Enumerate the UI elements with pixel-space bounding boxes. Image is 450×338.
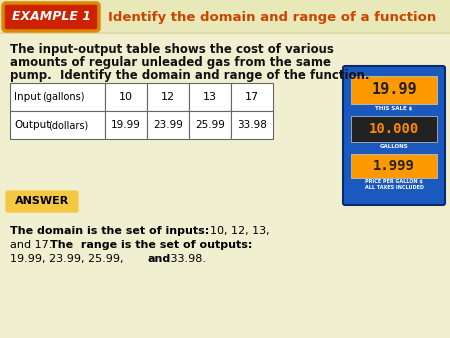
Text: ANSWER: ANSWER [15,196,69,207]
Text: amounts of regular unleaded gas from the same: amounts of regular unleaded gas from the… [10,56,331,69]
Bar [147,83,189,111]
Text: 19.99: 19.99 [111,120,141,130]
Text: THIS SALE $: THIS SALE $ [375,106,413,111]
Text: Output: Output [14,120,50,130]
Text: 33.98: 33.98 [237,120,267,130]
Text: 10, 12, 13,: 10, 12, 13, [210,226,270,236]
Bar [10,83,105,111]
Bar [231,83,273,111]
Text: 25.99: 25.99 [195,120,225,130]
FancyBboxPatch shape [3,3,99,31]
Bar [351,76,437,104]
Text: PRICE PER GALLON $: PRICE PER GALLON $ [365,179,423,184]
Text: 10: 10 [119,92,133,102]
Text: (gallons): (gallons) [42,92,85,102]
Text: 17: 17 [245,92,259,102]
Text: and 17.: and 17. [10,240,52,250]
FancyBboxPatch shape [6,191,78,212]
Text: (dollars): (dollars) [48,120,88,130]
Text: 10.000: 10.000 [369,122,419,136]
Bar [10,111,105,139]
Text: 19.99, 23.99, 25.99,: 19.99, 23.99, 25.99, [10,254,130,264]
Text: 1.999: 1.999 [373,159,415,173]
Text: 33.98.: 33.98. [167,254,206,264]
Bar [231,111,273,139]
Text: The domain is the set of inputs:: The domain is the set of inputs: [10,226,213,236]
Bar [189,111,231,139]
Text: and: and [148,254,171,264]
Bar [147,111,189,139]
Bar [351,116,437,142]
FancyBboxPatch shape [343,66,445,205]
Bar [0,0,450,33]
Text: 12: 12 [161,92,175,102]
Bar [351,154,437,178]
Bar [105,83,147,111]
Text: The input-output table shows the cost of various: The input-output table shows the cost of… [10,43,334,56]
Text: GALLONS: GALLONS [380,144,409,149]
Bar [189,83,231,111]
Text: ALL TAXES INCLUDED: ALL TAXES INCLUDED [364,185,423,190]
Text: 13: 13 [203,92,217,102]
Text: Identify the domain and range of a function: Identify the domain and range of a funct… [108,10,436,24]
Text: 19.99: 19.99 [371,82,417,97]
Text: pump.  Identify the domain and range of the function.: pump. Identify the domain and range of t… [10,69,369,82]
Text: 23.99: 23.99 [153,120,183,130]
Text: The  range is the set of outputs:: The range is the set of outputs: [50,240,252,250]
Bar [105,111,147,139]
Text: EXAMPLE 1: EXAMPLE 1 [12,10,90,24]
Text: Input: Input [14,92,44,102]
